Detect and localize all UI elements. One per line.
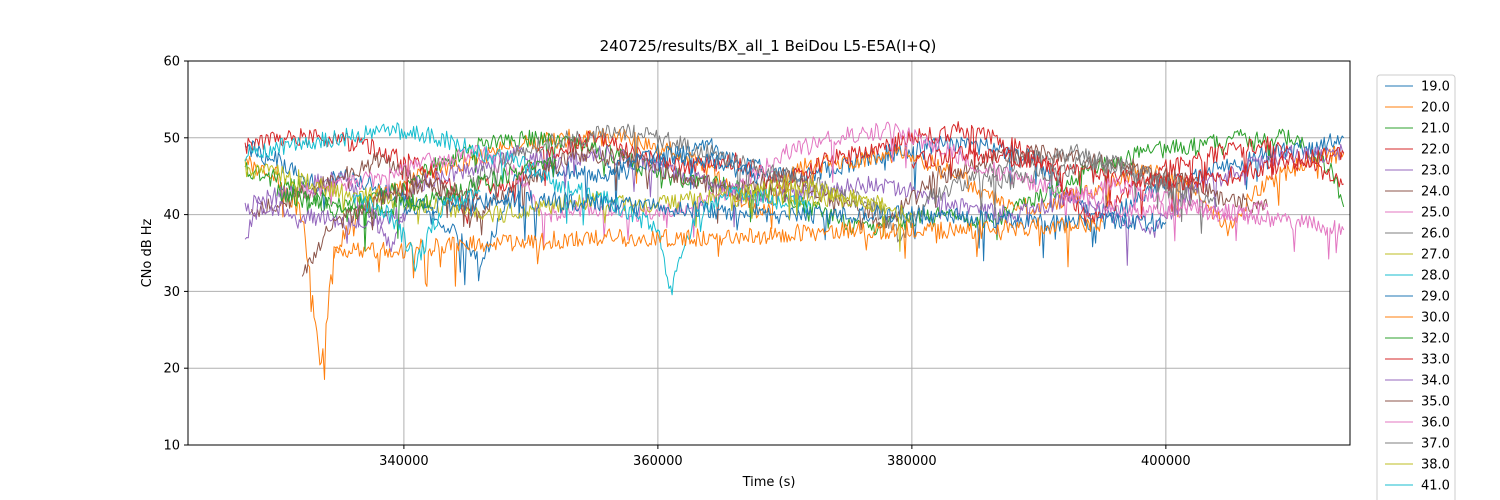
legend-label: 33.0 <box>1421 353 1450 368</box>
x-axis-label: Time (s) <box>742 475 796 490</box>
series-line-36.0 <box>1063 177 1268 242</box>
plot-frame <box>187 60 1351 446</box>
legend-label: 23.0 <box>1421 164 1450 179</box>
x-tick-label: 340000 <box>379 454 429 469</box>
legend-label: 32.0 <box>1421 332 1450 347</box>
x-tick-label: 360000 <box>633 454 683 469</box>
series-line-34.0 <box>244 201 405 244</box>
series-line-42.0 <box>606 143 760 185</box>
y-tick-label: 10 <box>163 439 180 454</box>
legend-label: 26.0 <box>1421 227 1450 242</box>
x-tick-label: 380000 <box>887 454 937 469</box>
grid <box>188 61 1350 445</box>
legend-label: 37.0 <box>1421 437 1450 452</box>
y-axis-label: CNo dB Hz <box>140 218 155 287</box>
legend-label: 36.0 <box>1421 416 1450 431</box>
legend-label: 24.0 <box>1421 185 1450 200</box>
chart-title: 240725/results/BX_all_1 BeiDou L5-E5A(I+… <box>600 37 937 56</box>
legend-label: 21.0 <box>1421 122 1450 137</box>
legend-label: 28.0 <box>1421 269 1450 284</box>
legend-label: 25.0 <box>1421 206 1450 221</box>
legend-label: 35.0 <box>1421 395 1450 410</box>
series-line-35.0 <box>301 176 481 277</box>
x-axis-ticks: 340000 360000 380000 400000 <box>379 445 1191 469</box>
legend-label: 30.0 <box>1421 311 1450 326</box>
series-line-37.0 <box>987 154 1192 216</box>
series-line-29.0 <box>403 190 1167 262</box>
y-tick-label: 30 <box>163 285 180 300</box>
legend-label: 22.0 <box>1421 143 1450 158</box>
y-tick-label: 20 <box>163 362 180 377</box>
series-line-30.0 <box>333 214 1103 287</box>
legend-label: 27.0 <box>1421 248 1450 263</box>
series-line-25.0 <box>301 121 1345 260</box>
series-line-38.0 <box>733 174 913 252</box>
y-axis-ticks: 10 20 30 40 50 60 <box>163 55 188 454</box>
legend-label: 38.0 <box>1421 458 1450 473</box>
legend-label: 41.0 <box>1421 479 1450 494</box>
legend-label: 19.0 <box>1421 80 1450 95</box>
x-tick-label: 400000 <box>1141 454 1191 469</box>
legend-box <box>1376 74 1456 500</box>
legend: 19.0 20.0 21.0 22.0 23.0 24.0 25.0 26.0 27.0 28.0… <box>1376 74 1456 500</box>
legend-label: 29.0 <box>1421 290 1450 305</box>
series-lines <box>244 121 1345 380</box>
series-line-41.0 <box>352 188 481 272</box>
y-tick-label: 60 <box>163 55 180 70</box>
legend-label: 34.0 <box>1421 374 1450 389</box>
y-tick-label: 50 <box>163 131 180 146</box>
series-line-28.0 <box>244 122 811 296</box>
y-tick-label: 40 <box>163 208 180 223</box>
series-line-22.0 <box>244 121 1344 229</box>
legend-label: 20.0 <box>1421 101 1450 116</box>
